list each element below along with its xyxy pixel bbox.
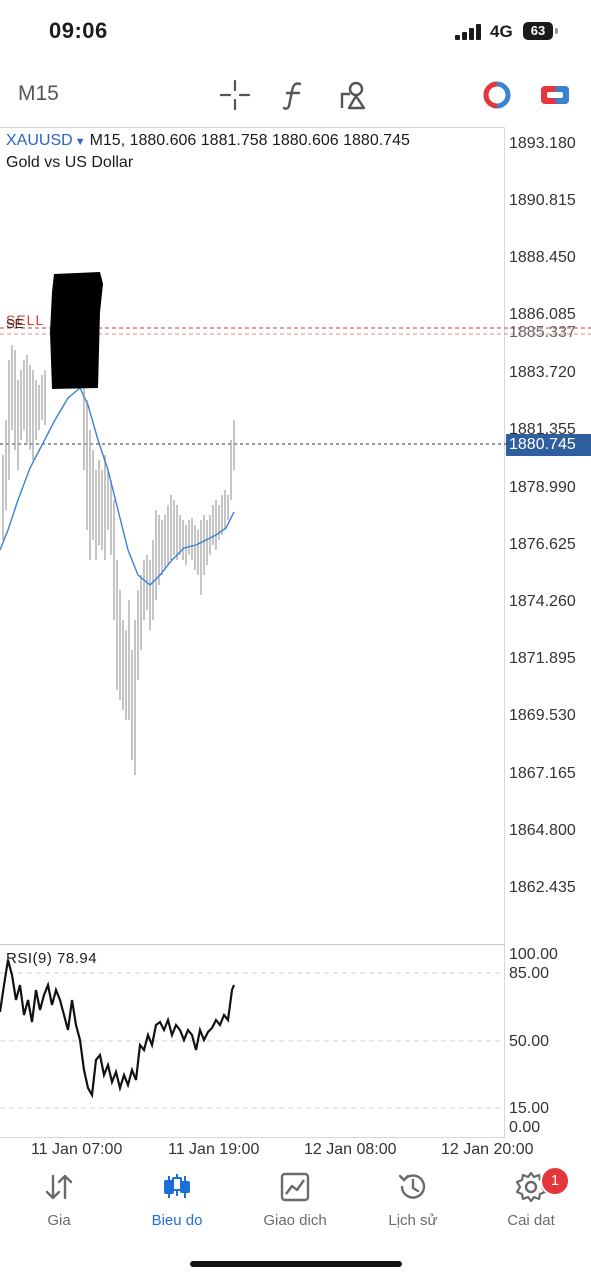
trade-icon [280, 1172, 310, 1202]
nav-label: Gia [47, 1212, 71, 1229]
rsi-tick: 85.00 [509, 965, 550, 982]
time-tick: 11 Jan 19:00 [168, 1141, 260, 1158]
network-type: 4G [490, 22, 513, 41]
one-click-icon[interactable] [538, 78, 572, 112]
sell-level-sub-label: SE [6, 316, 24, 331]
sell-price-tick: 1885.337 [509, 324, 576, 341]
nav-label: Lịch sử [388, 1212, 438, 1229]
quotes-icon [45, 1174, 73, 1200]
price-tick: 1883.720 [509, 364, 576, 381]
moving-average-line [0, 386, 235, 586]
nav-label: Giao dich [263, 1212, 327, 1229]
battery-tip [555, 28, 558, 34]
rsi-tick: 50.00 [509, 1033, 550, 1050]
function-icon[interactable] [278, 78, 312, 112]
nav-settings[interactable]: Cai dat [472, 1170, 590, 1234]
chart-candles-icon [164, 1174, 190, 1198]
nav-history[interactable]: Lịch sử [354, 1170, 472, 1234]
status-time: 09:06 [49, 18, 108, 43]
objects-icon[interactable] [338, 78, 372, 112]
symbol-name[interactable]: XAUUSD [6, 132, 73, 149]
rsi-tick: 100.00 [509, 946, 558, 963]
current-price-tag: 1880.745 [506, 434, 591, 456]
rsi-tick: 0.00 [509, 1119, 541, 1136]
symbol-header[interactable]: XAUUSD ▼ M15, 1880.606 1881.758 1880.606 1… [6, 132, 410, 150]
price-tick: 1864.800 [509, 822, 576, 839]
time-tick: 12 Jan 20:00 [441, 1141, 534, 1158]
nav-chart[interactable]: Bieu do [118, 1170, 236, 1234]
price-tick: 1869.530 [509, 707, 576, 724]
battery-icon: 63 [523, 22, 553, 40]
price-tick: 1890.815 [509, 192, 576, 209]
trade-toggle-icon[interactable] [480, 78, 514, 112]
price-tick: 1876.625 [509, 536, 576, 553]
chart-area[interactable] [0, 127, 505, 1138]
price-tick: 1881.355 [509, 421, 576, 438]
symbol-dropdown-icon[interactable]: ▼ [74, 136, 86, 148]
price-tick: 1888.450 [509, 249, 576, 266]
price-tick: 1862.435 [509, 879, 576, 896]
ohlc-readout: M15, 1880.606 1881.758 1880.606 1880.745 [89, 132, 410, 149]
rsi-tick: 15.00 [509, 1100, 550, 1117]
symbol-description: Gold vs US Dollar [6, 154, 134, 171]
nav-label: Cai dat [507, 1212, 555, 1229]
nav-label: Bieu do [151, 1212, 203, 1229]
price-tick: 1871.895 [509, 650, 576, 667]
timeframe-button[interactable]: M15 [18, 82, 59, 105]
crosshair-icon[interactable] [218, 78, 252, 112]
price-bars [2, 345, 235, 775]
history-icon [398, 1174, 426, 1199]
rsi-label: RSI(9) 78.94 [6, 950, 98, 967]
time-tick: 11 Jan 07:00 [31, 1141, 123, 1158]
cellular-signal-icon [455, 24, 481, 40]
price-tick: 1893.180 [509, 135, 576, 152]
price-tick: 1874.260 [509, 593, 576, 610]
rsi-divider[interactable] [0, 944, 505, 945]
notification-badge: 1 [540, 1166, 570, 1196]
time-tick: 12 Jan 08:00 [304, 1141, 397, 1158]
nav-trade[interactable]: Giao dich [236, 1170, 354, 1234]
nav-quotes[interactable]: Gia [0, 1170, 118, 1234]
price-tick: 1878.990 [509, 479, 576, 496]
redacted-block [50, 272, 103, 389]
home-indicator[interactable] [190, 1261, 402, 1267]
price-tick: 1867.165 [509, 765, 576, 782]
price-tick: 1886.085 [509, 306, 576, 323]
sell-level-label: SELL [6, 312, 45, 328]
rsi-line [0, 959, 236, 1099]
